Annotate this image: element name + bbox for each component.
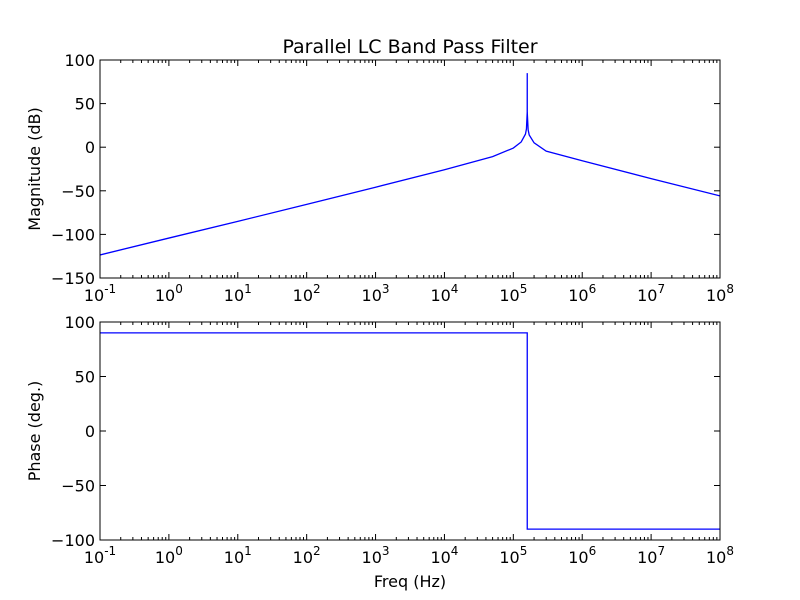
x-tick-label: 100: [155, 544, 183, 567]
magnitude-series-line: [100, 73, 720, 256]
y-tick-label: 50: [75, 95, 95, 114]
magnitude-axes-frame: [99, 59, 721, 279]
y-tick-label: −100: [51, 531, 95, 550]
y-tick-label: 0: [85, 138, 95, 157]
phase-axes-frame: [99, 321, 721, 541]
y-tick-label: −50: [61, 182, 95, 201]
phase-y-axis-label: Phase (deg.): [25, 381, 44, 482]
x-tick-label: 107: [637, 544, 665, 567]
x-tick-label: 106: [568, 544, 596, 567]
x-tick-label: 102: [293, 282, 321, 305]
x-tick-label: 105: [499, 544, 527, 567]
x-tick-label: 108: [706, 544, 734, 567]
x-tick-label: 101: [224, 544, 252, 567]
phase-series-line: [100, 332, 720, 530]
phase-plot: 10-1 100 101 102 103 104 105 106 107 108 100 50 0 −50…: [25, 313, 734, 567]
x-tick-label: 108: [706, 282, 734, 305]
x-tick-label: 107: [637, 282, 665, 305]
y-tick-label: 100: [64, 313, 95, 332]
x-tick-label: 102: [293, 544, 321, 567]
x-tick-label: 103: [362, 282, 390, 305]
y-tick-label: 0: [85, 422, 95, 441]
chart-title: Parallel LC Band Pass Filter: [282, 36, 537, 58]
x-tick-label: 100: [155, 282, 183, 305]
y-tick-label: −100: [51, 225, 95, 244]
y-tick-label: 100: [64, 51, 95, 70]
x-tick-label: 10-1: [84, 282, 116, 305]
x-axis-label: Freq (Hz): [374, 572, 446, 591]
x-tick-label: 10-1: [84, 544, 116, 567]
x-tick-label: 104: [430, 282, 458, 305]
x-tick-label: 104: [430, 544, 458, 567]
x-tick-label: 105: [499, 282, 527, 305]
magnitude-y-axis-label: Magnitude (dB): [25, 107, 44, 230]
x-tick-label: 106: [568, 282, 596, 305]
y-tick-label: 50: [75, 368, 95, 387]
y-tick-label: −150: [51, 269, 95, 288]
x-tick-label: 103: [362, 544, 390, 567]
x-tick-label: 101: [224, 282, 252, 305]
y-tick-label: −50: [61, 477, 95, 496]
magnitude-plot: 10-1 100 101 102 103 104 105 106 107 108 100 50 0 −50…: [25, 51, 734, 305]
